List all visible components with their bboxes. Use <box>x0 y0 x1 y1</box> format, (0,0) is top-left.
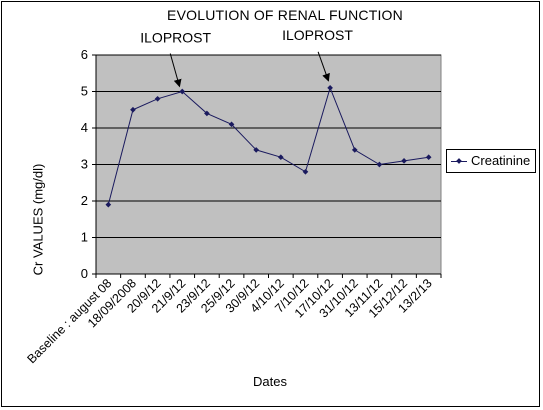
x-axis-label: Dates <box>253 374 287 389</box>
annotation-arrow <box>169 53 182 88</box>
data-point <box>425 154 432 161</box>
data-point <box>154 95 161 102</box>
y-tick-label: 1 <box>81 230 88 245</box>
data-point <box>253 147 260 153</box>
y-tick-label: 0 <box>81 266 88 281</box>
y-axis-label: Cr VALUES (mg/dl) <box>30 163 46 276</box>
annotation-label: ILOPROST <box>140 30 211 46</box>
y-tick-label: 3 <box>81 157 88 172</box>
y-tick-label: 6 <box>81 47 88 62</box>
data-point <box>228 121 235 128</box>
legend-label-creatinine: Creatinine <box>471 153 531 168</box>
chart-legend: Creatinine <box>446 149 536 173</box>
y-tick-label: 2 <box>81 193 88 208</box>
data-point <box>105 201 112 208</box>
legend-marker <box>456 158 462 164</box>
annotation-arrow <box>317 51 330 82</box>
data-point <box>130 106 136 113</box>
y-tick-label: 4 <box>81 120 88 135</box>
data-point <box>401 158 407 164</box>
chart-title: EVOLUTION OF RENAL FUNCTION <box>167 7 403 23</box>
data-point <box>351 147 358 153</box>
annotation-label: ILOPROST <box>282 27 353 43</box>
data-point <box>327 85 333 91</box>
series-line-creatinine <box>107 86 429 205</box>
data-point <box>179 88 186 95</box>
y-tick-label: 5 <box>81 84 88 99</box>
data-point <box>376 161 383 168</box>
data-point <box>302 168 309 175</box>
data-point <box>277 154 284 161</box>
data-point <box>204 110 210 117</box>
